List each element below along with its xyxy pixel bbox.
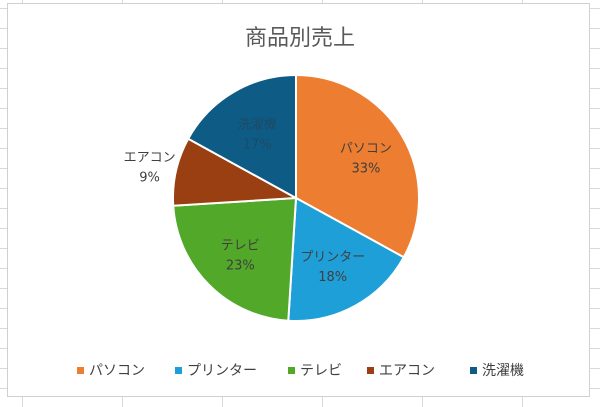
chart-title: 商品別売上 [245, 26, 355, 51]
legend-swatch-4 [367, 367, 374, 374]
slice-percent-5: 17% [243, 137, 272, 152]
slice-label-5: 洗濯機 [238, 117, 277, 132]
legend-label-2: プリンター [187, 363, 257, 379]
pie-slice-1[interactable] [295, 73, 420, 259]
legend-swatch-5 [470, 367, 477, 374]
legend-label-1: パソコン [89, 363, 145, 379]
pie-slice-5[interactable] [186, 73, 297, 200]
pie-slice-3[interactable] [172, 196, 298, 322]
legend-label-4: エアコン [379, 363, 435, 379]
legend-label-5: 洗濯機 [482, 363, 524, 379]
legend-swatch-3 [288, 367, 295, 374]
slice-percent-1: 33% [351, 162, 380, 177]
slice-label-3: テレビ [221, 239, 260, 254]
legend-label-3: テレビ [300, 363, 342, 379]
slice-percent-4: 9% [139, 170, 160, 185]
slice-label-1: パソコン [340, 142, 392, 157]
pie-slice-2[interactable] [287, 196, 406, 322]
slice-label-4: エアコン [124, 150, 176, 165]
legend-swatch-2 [175, 367, 182, 374]
chart-legend: パソコン プリンター テレビ エアコン 洗濯機 [77, 363, 524, 379]
slice-label-2: プリンター [300, 250, 365, 265]
slice-labels: パソコン 33% プリンター 18% テレビ 23% エアコン 9% 洗濯機 17% [124, 117, 392, 284]
slice-percent-3: 23% [226, 259, 255, 274]
slice-percent-2: 18% [318, 270, 347, 285]
legend-swatch-1 [77, 367, 84, 374]
pie-slices [172, 73, 420, 322]
